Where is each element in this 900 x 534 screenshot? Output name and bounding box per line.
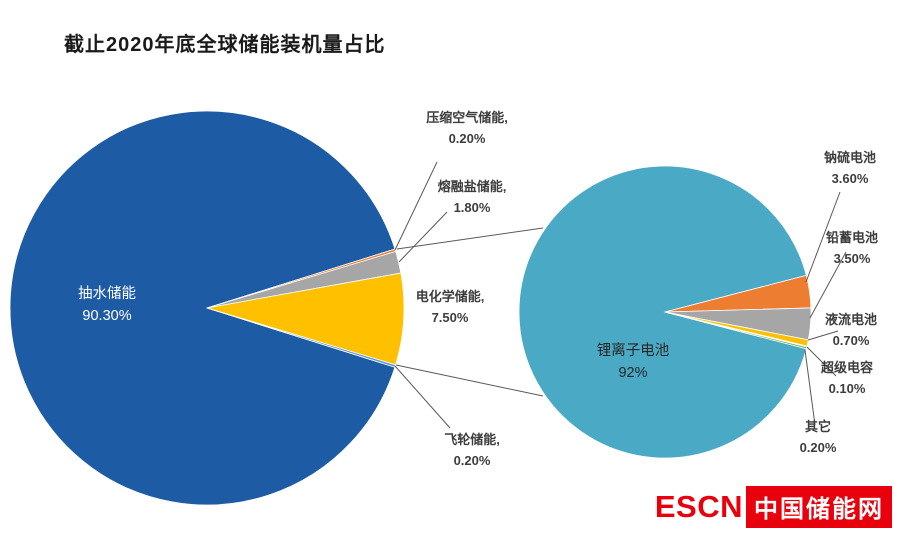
escn-logo-text: ESCN	[654, 489, 743, 524]
label-line: 液流电池	[824, 312, 877, 327]
pie-slice-others	[664, 311, 808, 350]
label-line: 锂离子电池	[596, 343, 670, 359]
leader-line	[396, 227, 544, 250]
label-line: 飞轮储能,	[444, 432, 500, 447]
label-flywheel: 飞轮储能, 0.20%	[412, 429, 532, 471]
label-line: 0.20%	[448, 131, 486, 146]
label-line: 0.70%	[832, 333, 870, 348]
label-compressed-air: 压缩空气储能, 0.20%	[407, 107, 527, 149]
label-molten-salt: 熔融盐储能, 1.80%	[412, 176, 532, 218]
label-line: 熔融盐储能,	[437, 179, 507, 194]
label-line: 3.60%	[831, 171, 869, 186]
escn-site-name: 中国储能网	[746, 486, 892, 528]
label-line: 3.50%	[833, 251, 871, 266]
label-line: 90.30%	[82, 308, 132, 324]
label-lead-acid: 铅蓄电池 3.50%	[804, 227, 900, 269]
leader-line	[807, 330, 839, 341]
leader-line	[394, 161, 438, 251]
label-line: 其它	[804, 419, 831, 434]
label-line: 电化学储能,	[415, 289, 485, 304]
escn-logo: ESCN 中国储能网	[655, 486, 892, 528]
leader-line	[394, 365, 451, 429]
label-line: 抽水储能	[78, 286, 136, 302]
leader-line	[804, 349, 816, 426]
pie-slice-lithium-ion	[518, 165, 807, 459]
label-electrochemical: 电化学储能, 7.50%	[390, 286, 510, 328]
leader-line	[398, 211, 448, 263]
label-line: 钠硫电池	[823, 150, 876, 165]
label-line: 超级电容	[820, 360, 873, 375]
label-line: 0.20%	[453, 453, 491, 468]
chart-title: 截止2020年底全球储能装机量占比	[64, 34, 386, 56]
label-line: 铅蓄电池	[825, 230, 878, 245]
leader-line	[395, 364, 544, 397]
label-line: 0.10%	[828, 381, 866, 396]
label-flow-battery: 液流电池 0.70%	[803, 309, 899, 351]
label-line: 0.20%	[799, 440, 837, 455]
label-supercapacitor: 超级电容 0.10%	[799, 357, 895, 399]
label-line: 1.80%	[453, 200, 491, 215]
leader-line	[806, 346, 837, 377]
label-line: 92%	[618, 365, 648, 381]
leader-line	[805, 191, 841, 283]
pie-slice-pumped-hydro	[9, 110, 396, 506]
label-lithium-ion: 锂离子电池 92%	[563, 340, 703, 384]
label-pumped-hydro: 抽水储能 90.30%	[37, 283, 177, 327]
label-others: 其它 0.20%	[778, 416, 858, 458]
leader-line	[809, 251, 847, 319]
label-line: 压缩空气储能,	[426, 110, 508, 125]
label-line: 7.50%	[431, 310, 469, 325]
label-sodium-sulfur: 钠硫电池 3.60%	[800, 147, 900, 189]
